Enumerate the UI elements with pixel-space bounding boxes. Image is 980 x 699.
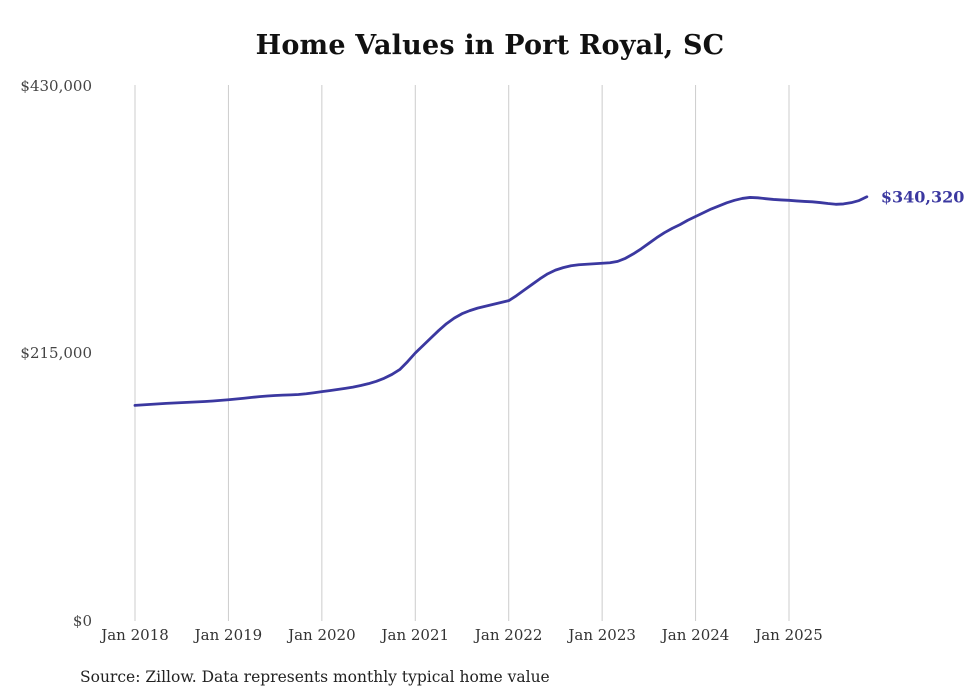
home-value-line <box>133 195 869 407</box>
source-note: Source: Zillow. Data represents monthly … <box>80 668 550 686</box>
x-axis-tick-label: Jan 2024 <box>661 626 730 644</box>
y-axis-tick-label-0: $0 <box>72 612 92 630</box>
x-axis-tick-label: Jan 2022 <box>474 626 543 644</box>
latest-value-label: $340,320 <box>880 187 965 207</box>
x-axis-tick-label: Jan 2018 <box>101 626 169 644</box>
x-axis-tick-label: Jan 2023 <box>568 626 636 644</box>
x-axis-tick-label: Jan 2025 <box>755 626 823 644</box>
y-axis-tick-label-430000: $430,000 <box>20 77 92 95</box>
chart-title: Home Values in Port Royal, SC <box>255 30 725 61</box>
x-axis-tick-label: Jan 2020 <box>288 626 356 644</box>
y-axis-tick-label-215000: $215,000 <box>20 344 92 362</box>
x-axis-tick-label: Jan 2021 <box>381 626 450 644</box>
x-axis-tick-label: Jan 2019 <box>194 626 263 644</box>
